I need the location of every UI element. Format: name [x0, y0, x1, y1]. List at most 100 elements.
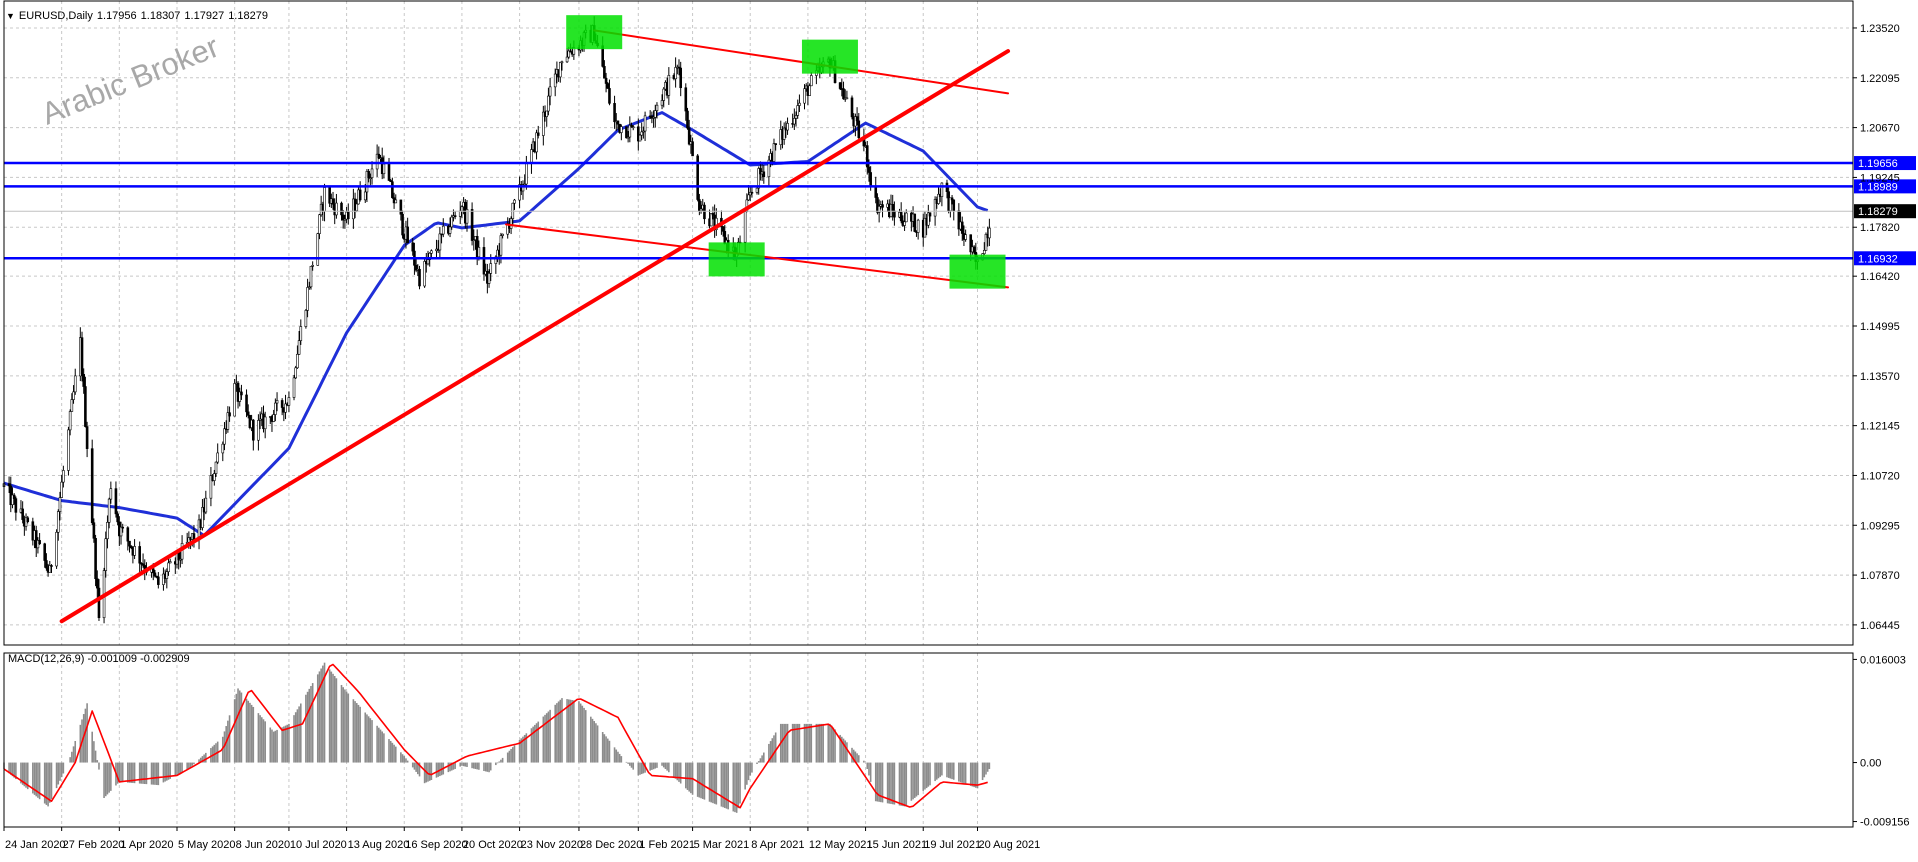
candle-body: [630, 124, 633, 128]
candle-body: [679, 67, 683, 89]
dropdown-arrow-icon[interactable]: ▼: [6, 11, 15, 21]
candle-body: [674, 67, 677, 80]
candle-body: [335, 202, 338, 216]
candle-body: [109, 488, 113, 500]
candle-body: [60, 481, 63, 498]
level-label-bg: [1854, 179, 1916, 194]
candle-body: [891, 203, 895, 212]
candle-body: [620, 126, 623, 133]
y-tick-label: 1.06445: [1860, 620, 1900, 632]
candle-body: [275, 400, 279, 404]
x-tick-label: 15 Jun 2021: [867, 839, 928, 851]
candle-body: [107, 498, 111, 523]
x-tick-label: 8 Jun 2020: [236, 839, 290, 851]
candle-body: [809, 75, 813, 87]
current-price-label-bg: [1854, 204, 1916, 219]
candle-body: [916, 219, 920, 233]
candle-body: [311, 265, 314, 267]
candle-body: [876, 197, 879, 213]
level-label: 1.19656: [1858, 158, 1898, 170]
candle-body: [228, 412, 231, 417]
candle-body: [569, 50, 572, 53]
candle-body: [245, 394, 248, 413]
macd-y-tick-label: 0.016003: [1860, 654, 1906, 666]
candle-body: [50, 565, 53, 567]
candle-body: [608, 88, 611, 104]
candle-body: [168, 561, 172, 564]
candle-body: [68, 411, 72, 431]
candle-body: [521, 184, 525, 192]
candle-body: [759, 168, 762, 175]
candle-body: [104, 538, 108, 571]
candle-body: [238, 391, 242, 402]
candle-body: [323, 187, 326, 212]
x-tick-label: 19 Jul 2021: [924, 839, 981, 851]
y-tick-label: 1.13570: [1860, 371, 1900, 383]
y-tick-label: 1.10720: [1860, 470, 1900, 482]
candle-body: [292, 377, 296, 398]
candle-body: [179, 558, 182, 561]
moving-average: [3, 111, 989, 538]
candle-body: [116, 513, 119, 523]
candle-body: [297, 340, 301, 355]
candle-body: [547, 95, 550, 112]
candle-body: [662, 88, 666, 101]
candle-body: [937, 193, 940, 204]
candle-body: [340, 202, 343, 216]
candle-body: [414, 265, 418, 271]
candle-body: [45, 560, 48, 569]
candle-body: [223, 428, 226, 445]
macd-name: MACD(12,26,9): [8, 653, 85, 665]
candle-body: [448, 226, 452, 234]
candle-body: [477, 247, 481, 258]
macd-main-value: -0.001009: [87, 653, 138, 665]
candle-body: [355, 203, 359, 211]
candle-body: [489, 263, 493, 274]
current-price-label: 1.18279: [1858, 206, 1898, 218]
candle-body: [767, 159, 771, 178]
candle-body: [653, 110, 657, 118]
candle-body: [114, 488, 118, 515]
macd-header: MACD(12,26,9) -0.001009 -0.002909: [8, 653, 190, 665]
candle-body: [55, 531, 58, 567]
candle-body: [523, 183, 526, 186]
candle-body: [43, 543, 47, 561]
candle-body: [85, 426, 89, 449]
candle-body: [558, 61, 562, 78]
candle-body: [306, 287, 309, 311]
x-tick-label: 28 Dec 2020: [580, 839, 642, 851]
candle-body: [545, 110, 549, 117]
candle-body: [536, 132, 540, 136]
candle-body: [560, 61, 564, 64]
highlight-box-bottom-1: [708, 242, 765, 277]
candle-body: [933, 199, 937, 217]
candle-body: [441, 225, 445, 235]
candle-body: [470, 209, 474, 241]
candle-body: [972, 246, 976, 253]
candle-body: [923, 217, 927, 238]
candle-body: [162, 573, 165, 585]
candle-body: [406, 226, 409, 244]
macd-panel-frame: [3, 652, 1854, 828]
candle-body: [358, 189, 362, 201]
candle-body: [258, 418, 262, 421]
candle-body: [73, 375, 77, 393]
candle-body: [845, 97, 849, 100]
level-label: 1.16932: [1858, 253, 1898, 265]
candle-body: [263, 416, 267, 430]
candle-body: [984, 233, 988, 251]
x-tick-label: 23 Nov 2020: [521, 839, 583, 851]
candle-body: [307, 286, 311, 289]
candle-body: [296, 353, 299, 369]
candle-body: [121, 526, 125, 529]
candle-body: [343, 218, 347, 221]
candle-body: [48, 565, 52, 573]
candle-body: [518, 184, 521, 201]
level-label-bg: [1854, 156, 1916, 171]
candle-body: [214, 461, 218, 474]
x-tick-label: 5 May 2020: [178, 839, 235, 851]
candle-body: [899, 212, 903, 222]
candle-body: [204, 497, 208, 513]
candle-body: [606, 83, 610, 89]
